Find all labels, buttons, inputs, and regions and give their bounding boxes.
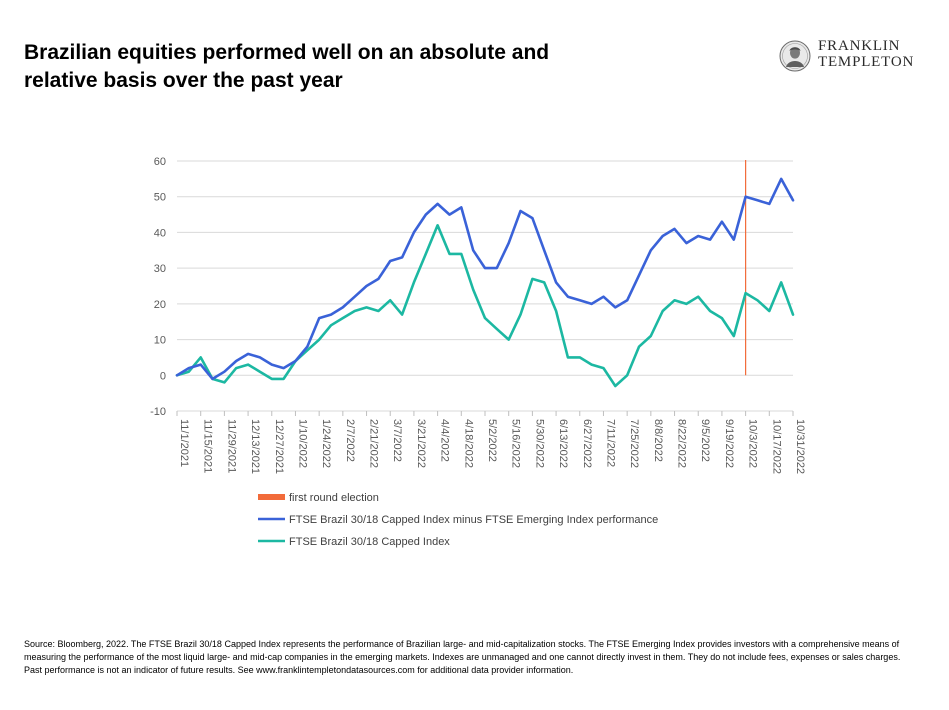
legend-swatch-election [258, 494, 285, 500]
logo-line-2: TEMPLETON [818, 54, 915, 70]
x-tick-label: 4/18/2022 [462, 419, 474, 468]
y-tick-label: 40 [154, 227, 166, 239]
x-tick-label: 8/22/2022 [676, 419, 688, 468]
x-tick-label: 11/15/2021 [202, 419, 214, 473]
series-lines [175, 177, 795, 388]
x-tick-label: 11/1/2021 [178, 419, 190, 467]
y-tick-label: 10 [154, 335, 166, 347]
chart-title: Brazilian equities performed well on an … [24, 39, 664, 95]
y-tick-label: 60 [154, 156, 166, 168]
title-line-1: Brazilian equities performed well on an … [24, 41, 550, 64]
y-axis: -10 0 10 20 30 40 50 60 [150, 156, 166, 418]
y-tick-label: 50 [154, 192, 166, 204]
x-tick-label: 6/27/2022 [581, 419, 593, 468]
x-tick-label: 11/29/2021 [225, 419, 237, 473]
x-tick-label: 5/2/2022 [486, 419, 498, 462]
legend-label: FTSE Brazil 30/18 Capped Index [289, 536, 450, 548]
x-tick-label: 10/17/2022 [770, 419, 782, 474]
legend-label: FTSE Brazil 30/18 Capped Index minus FTS… [289, 514, 658, 526]
x-tick-label: 7/25/2022 [628, 419, 640, 468]
x-tick-label: 2/7/2022 [344, 419, 356, 462]
x-tick-label: 10/31/2022 [794, 419, 806, 474]
logo-line-1: FRANKLIN [818, 38, 901, 54]
x-tick-label: 9/19/2022 [723, 419, 735, 468]
x-tick-label: 6/13/2022 [557, 419, 569, 468]
source-footnote: Source: Bloomberg, 2022. The FTSE Brazil… [24, 639, 901, 675]
legend: first round election FTSE Brazil 30/18 Ca… [258, 492, 658, 548]
series-line [175, 224, 795, 388]
x-tick-label: 8/8/2022 [652, 419, 664, 462]
x-tick-label: 5/30/2022 [533, 419, 545, 468]
line-chart: -10 0 10 20 30 40 50 60 11/1/2021 11/15/2021 11/2… [150, 156, 806, 548]
legend-label: first round election [289, 492, 379, 504]
x-tick-label: 7/11/2022 [604, 419, 616, 467]
y-tick-label: 0 [160, 370, 166, 382]
x-tick-label: 12/13/2021 [249, 419, 261, 474]
x-tick-label: 10/3/2022 [747, 419, 759, 468]
x-axis: 11/1/2021 11/15/2021 11/29/2021 12/13/2021 1… [176, 411, 806, 474]
series-line [175, 177, 795, 381]
x-tick-label: 1/24/2022 [320, 419, 332, 468]
x-tick-label: 12/27/2021 [273, 419, 285, 474]
y-tick-label: 20 [154, 299, 166, 311]
x-tick-label: 5/16/2022 [510, 419, 522, 468]
gridlines [177, 160, 793, 412]
x-tick-label: 3/7/2022 [391, 419, 403, 462]
title-line-2: relative basis over the past year [24, 69, 343, 92]
x-tick-label: 4/4/2022 [439, 419, 451, 462]
y-tick-label: -10 [150, 406, 166, 418]
logo-wordmark: FRANKLIN TEMPLETON [818, 38, 914, 70]
x-tick-label: 1/10/2022 [296, 419, 308, 468]
franklin-templeton-logo: FRANKLIN TEMPLETON [779, 38, 929, 74]
x-tick-label: 9/5/2022 [699, 419, 711, 462]
x-tick-label: 2/21/2022 [368, 419, 380, 468]
y-tick-label: 30 [154, 263, 166, 275]
x-tick-label: 3/21/2022 [415, 419, 427, 468]
benjamin-franklin-seal-icon [779, 40, 811, 72]
